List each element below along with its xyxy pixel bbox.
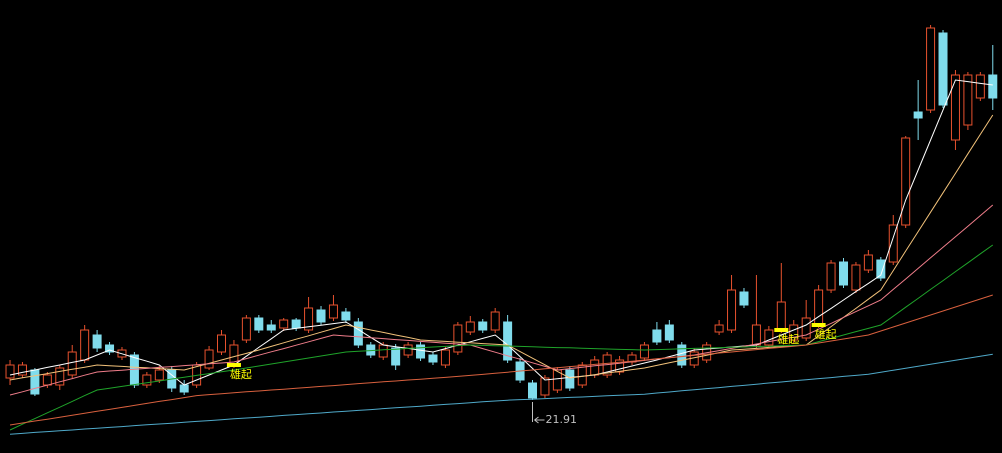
candle-body xyxy=(440,349,450,366)
moving-average-line xyxy=(9,114,994,381)
moving-average-line xyxy=(9,353,993,435)
candle-body xyxy=(677,344,687,366)
candle-body xyxy=(5,364,15,379)
candle-body xyxy=(639,344,649,359)
candle-body xyxy=(217,334,226,353)
candle-body xyxy=(913,111,923,119)
candle-body xyxy=(789,324,799,341)
candle-body xyxy=(664,324,674,341)
candle-body xyxy=(577,364,587,386)
candle-body xyxy=(353,321,363,346)
candle-body xyxy=(328,304,338,319)
candle-body xyxy=(615,359,625,373)
candle-body xyxy=(453,324,463,353)
min-label: 21.91 xyxy=(546,413,578,426)
candle-body xyxy=(764,329,774,346)
min-marker-arrowhead xyxy=(534,416,539,424)
candle-body xyxy=(403,344,413,356)
signal-bar xyxy=(226,363,241,367)
candle-body xyxy=(590,359,600,376)
candle-body xyxy=(428,354,438,363)
candle-body xyxy=(129,354,139,386)
candle-body xyxy=(826,262,836,291)
moving-average-line xyxy=(9,204,994,396)
candle-body xyxy=(204,349,214,369)
candle-body xyxy=(540,377,550,396)
candle-body xyxy=(565,369,575,389)
candle-body xyxy=(888,224,898,263)
candle-body xyxy=(490,311,500,331)
candle-body xyxy=(528,382,537,399)
candle-body xyxy=(67,351,77,376)
candle-body xyxy=(839,261,848,286)
candle-body xyxy=(901,137,911,226)
candle-body xyxy=(378,344,388,358)
moving-average-line xyxy=(9,79,993,386)
candle-body xyxy=(17,364,27,376)
candle-body xyxy=(254,317,264,331)
candle-body xyxy=(876,259,886,279)
candle-body xyxy=(950,74,960,141)
candle-body xyxy=(92,334,102,349)
candle-body xyxy=(851,264,861,291)
candle-body xyxy=(776,301,786,331)
candle-body xyxy=(727,289,737,331)
candle-body xyxy=(55,367,65,386)
candle-body xyxy=(714,324,724,333)
moving-average-line xyxy=(9,244,994,431)
candle-body xyxy=(154,369,164,381)
candle-body xyxy=(988,74,998,99)
candle-body xyxy=(179,384,189,393)
candle-body xyxy=(416,344,426,359)
moving-average-line xyxy=(9,294,993,426)
signal-label: 雄起 xyxy=(777,332,799,346)
candle-body xyxy=(963,74,973,126)
candle-body xyxy=(266,324,276,331)
signal-bar xyxy=(774,328,789,332)
candle-body xyxy=(938,32,948,106)
candle-body xyxy=(304,307,314,331)
candle-body xyxy=(42,374,52,386)
candle-body xyxy=(80,329,90,361)
candle-body xyxy=(863,254,873,271)
candle-body xyxy=(142,374,152,386)
candle-body xyxy=(391,347,401,366)
candle-body xyxy=(241,317,251,341)
candle-body xyxy=(478,321,488,331)
candle-body xyxy=(975,74,985,99)
signal-label: 雄起 xyxy=(815,327,837,341)
candle-body xyxy=(105,344,115,353)
candle-body xyxy=(503,321,513,361)
signal-label: 雄起 xyxy=(230,367,252,381)
candle-body xyxy=(801,317,811,339)
candle-body xyxy=(751,324,761,346)
candle-body xyxy=(30,369,40,395)
candle-body xyxy=(739,291,749,306)
candle-body xyxy=(279,319,289,329)
candle-body xyxy=(652,329,662,343)
candle-body xyxy=(814,289,824,326)
signal-bar xyxy=(811,323,826,327)
candle-body xyxy=(465,321,475,333)
candle-body xyxy=(341,311,351,321)
candle-body xyxy=(926,27,936,111)
candle-body xyxy=(316,309,326,323)
candle-body xyxy=(291,319,301,329)
